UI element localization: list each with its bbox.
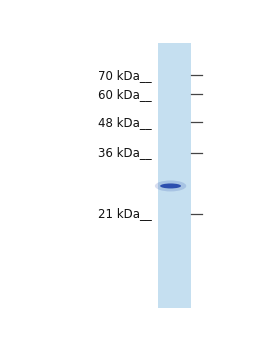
Ellipse shape (155, 180, 186, 192)
Text: 60 kDa__: 60 kDa__ (98, 88, 152, 101)
Bar (158, 43, 191, 308)
Text: 70 kDa__: 70 kDa__ (98, 68, 152, 82)
Text: 36 kDa__: 36 kDa__ (98, 146, 152, 159)
Text: 48 kDa__: 48 kDa__ (98, 116, 152, 129)
Ellipse shape (160, 184, 181, 188)
Text: 21 kDa__: 21 kDa__ (98, 207, 152, 220)
